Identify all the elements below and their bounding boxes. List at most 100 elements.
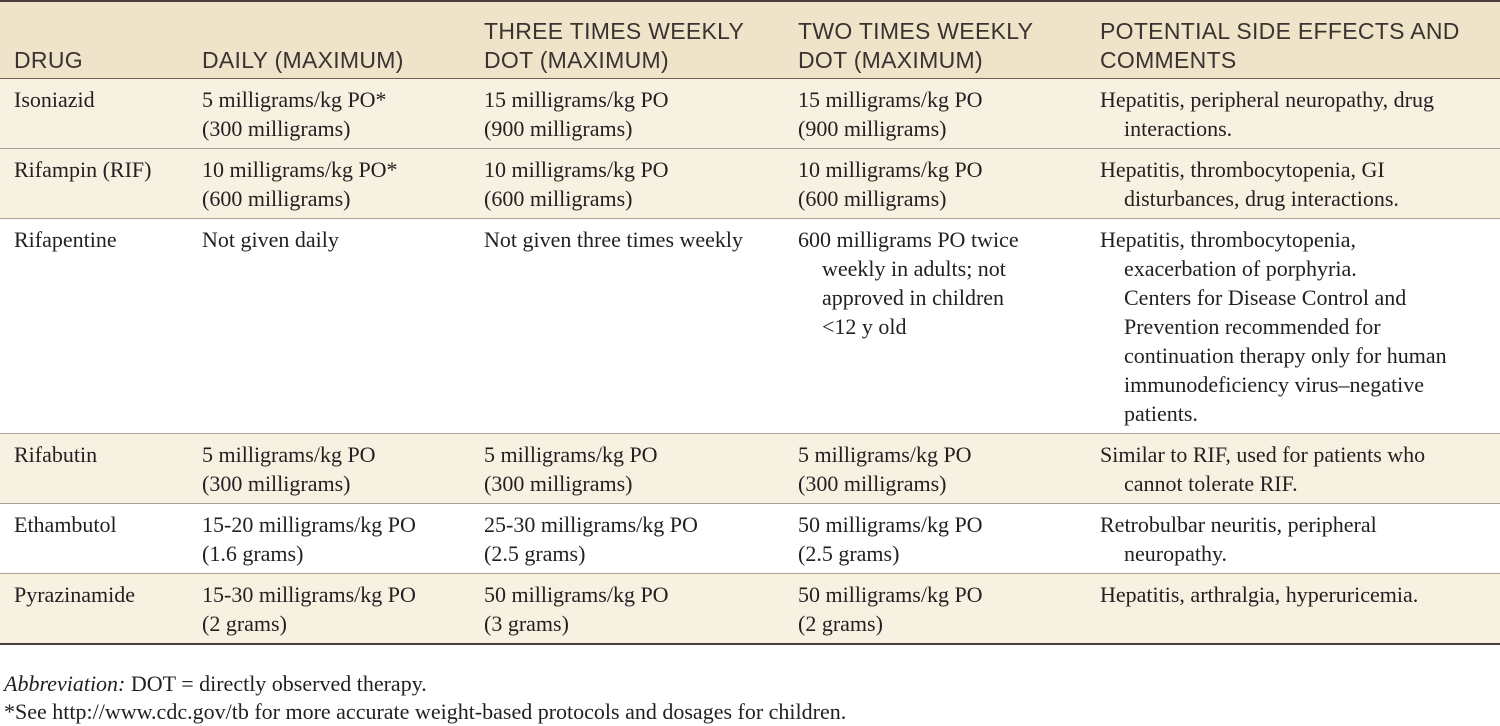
- cell-line: 15-30 milligrams/kg PO: [202, 581, 416, 607]
- cell-line: (600 milligrams): [484, 185, 633, 211]
- cell-line: neuropathy.: [1124, 540, 1228, 566]
- cell-line: 15 milligrams/kg PO: [798, 86, 983, 112]
- cell-line: disturbances, drug interactions.: [1124, 185, 1399, 211]
- table-row: Rifampin (RIF) 10 milligrams/kg PO* (600 m…: [0, 148, 1500, 218]
- header-row: DRUG DAILY (MAXIMUM) THREE TIMES WEEKLY …: [0, 2, 1500, 78]
- daily-cell: 15-30 milligrams/kg PO (2 grams): [188, 573, 470, 644]
- daily-cell: Not given daily: [188, 218, 470, 433]
- daily-cell: 5 milligrams/kg PO (300 milligrams): [188, 433, 470, 503]
- abbreviation-label: Abbreviation:: [4, 671, 126, 696]
- table-row: Rifapentine Not given daily Not given thre…: [0, 218, 1500, 433]
- cell-line: 10 milligrams/kg PO*: [202, 156, 398, 182]
- cell-line: Similar to RIF, used for patients who: [1100, 441, 1426, 467]
- three-weekly-cell: 5 milligrams/kg PO (300 milligrams): [470, 433, 784, 503]
- header-three-weekly: THREE TIMES WEEKLY DOT (MAXIMUM): [484, 17, 745, 73]
- two-weekly-cell: 50 milligrams/kg PO (2.5 grams): [784, 503, 1086, 573]
- cell-line: (2 grams): [202, 610, 287, 636]
- cell-line: (900 milligrams): [484, 115, 633, 141]
- cell-line: 50 milligrams/kg PO: [484, 581, 669, 607]
- cell-line: 5 milligrams/kg PO*: [202, 86, 387, 112]
- drug-dosage-table: DRUG DAILY (MAXIMUM) THREE TIMES WEEKLY …: [0, 2, 1500, 645]
- cdc-note: *See http://www.cdc.gov/tb for more accu…: [4, 699, 847, 724]
- cell-line: approved in children: [822, 284, 1005, 310]
- cell-line: Centers for Disease Control and: [1124, 284, 1407, 310]
- cell-line: (300 milligrams): [484, 470, 633, 496]
- cell-line: 600 milligrams PO twice: [798, 226, 1019, 252]
- three-weekly-cell: Not given three times weekly: [470, 218, 784, 433]
- daily-cell: 5 milligrams/kg PO* (300 milligrams): [188, 78, 470, 148]
- cell-line: immunodeficiency virus–negative: [1124, 371, 1424, 397]
- table-row: Ethambutol 15-20 milligrams/kg PO (1.6 gra…: [0, 503, 1500, 573]
- cell-line: (600 milligrams): [798, 185, 947, 211]
- drug-name-cell: Rifapentine: [14, 226, 117, 252]
- cell-line: Prevention recommended for: [1124, 313, 1381, 339]
- cell-line: 10 milligrams/kg PO: [484, 156, 669, 182]
- three-weekly-cell: 10 milligrams/kg PO (600 milligrams): [470, 148, 784, 218]
- two-weekly-cell: 10 milligrams/kg PO (600 milligrams): [784, 148, 1086, 218]
- table-header: DRUG DAILY (MAXIMUM) THREE TIMES WEEKLY …: [0, 2, 1500, 78]
- table-footnotes: Abbreviation: DOT = directly observed th…: [0, 670, 1500, 726]
- cell-line: 10 milligrams/kg PO: [798, 156, 983, 182]
- table-row: Isoniazid 5 milligrams/kg PO* (300 milligr…: [0, 78, 1500, 148]
- cell-line: Not given three times weekly: [484, 226, 744, 252]
- daily-cell: 10 milligrams/kg PO* (600 milligrams): [188, 148, 470, 218]
- cell-line: (3 grams): [484, 610, 569, 636]
- cell-line: (900 milligrams): [798, 115, 947, 141]
- cell-line: (300 milligrams): [798, 470, 947, 496]
- header-daily: DAILY (MAXIMUM): [202, 46, 404, 73]
- cell-line: patients.: [1124, 400, 1198, 426]
- cell-line: 50 milligrams/kg PO: [798, 581, 983, 607]
- comments-cell: Hepatitis, thrombocytopenia, exacerbation…: [1086, 218, 1500, 433]
- cell-line: (2 grams): [798, 610, 883, 636]
- cell-line: 50 milligrams/kg PO: [798, 511, 983, 537]
- cell-line: Hepatitis, thrombocytopenia, GI: [1100, 156, 1385, 182]
- cell-line: (2.5 grams): [484, 540, 586, 566]
- cell-line: (300 milligrams): [202, 115, 351, 141]
- table-row: Rifabutin 5 milligrams/kg PO (300 milligra…: [0, 433, 1500, 503]
- cell-line: continuation therapy only for human: [1124, 342, 1447, 368]
- drug-name-cell: Rifampin (RIF): [14, 156, 152, 182]
- cell-line: 15 milligrams/kg PO: [484, 86, 669, 112]
- cell-line: Retrobulbar neuritis, peripheral: [1100, 511, 1377, 537]
- top-rule: [0, 0, 1500, 2]
- two-weekly-cell: 15 milligrams/kg PO (900 milligrams): [784, 78, 1086, 148]
- abbreviation-text: DOT = directly observed therapy.: [125, 671, 427, 696]
- two-weekly-cell: 600 milligrams PO twice weekly in adults;…: [784, 218, 1086, 433]
- daily-cell: 15-20 milligrams/kg PO (1.6 grams): [188, 503, 470, 573]
- cell-line: <12 y old: [822, 313, 907, 339]
- cell-line: weekly in adults; not: [822, 255, 1006, 281]
- header-two-weekly: TWO TIMES WEEKLY DOT (MAXIMUM): [798, 17, 1034, 73]
- comments-cell: Retrobulbar neuritis, peripheral neuropat…: [1086, 503, 1500, 573]
- cell-line: 25-30 milligrams/kg PO: [484, 511, 698, 537]
- cell-line: Not given daily: [202, 226, 339, 252]
- comments-cell: Hepatitis, thrombocytopenia, GI disturban…: [1086, 148, 1500, 218]
- two-weekly-cell: 50 milligrams/kg PO (2 grams): [784, 573, 1086, 644]
- cell-line: 5 milligrams/kg PO: [798, 441, 972, 467]
- three-weekly-cell: 25-30 milligrams/kg PO (2.5 grams): [470, 503, 784, 573]
- cell-line: 5 milligrams/kg PO: [202, 441, 376, 467]
- drug-name-cell: Isoniazid: [14, 86, 95, 112]
- cell-line: Hepatitis, peripheral neuropathy, drug: [1100, 86, 1434, 112]
- table-body: Isoniazid 5 milligrams/kg PO* (300 milligr…: [0, 78, 1500, 644]
- comments-cell: Hepatitis, peripheral neuropathy, drug in…: [1086, 78, 1500, 148]
- header-drug: DRUG: [14, 46, 83, 73]
- cell-line: 5 milligrams/kg PO: [484, 441, 658, 467]
- cell-line: (2.5 grams): [798, 540, 900, 566]
- three-weekly-cell: 50 milligrams/kg PO (3 grams): [470, 573, 784, 644]
- cell-line: Hepatitis, thrombocytopenia,: [1100, 226, 1356, 252]
- cell-line: exacerbation of porphyria.: [1124, 255, 1357, 281]
- cell-line: interactions.: [1124, 115, 1233, 141]
- three-weekly-cell: 15 milligrams/kg PO (900 milligrams): [470, 78, 784, 148]
- drug-name-cell: Pyrazinamide: [14, 581, 135, 607]
- comments-cell: Hepatitis, arthralgia, hyperuricemia.: [1086, 573, 1500, 644]
- cell-line: 15-20 milligrams/kg PO: [202, 511, 416, 537]
- abbreviation-note: Abbreviation: DOT = directly observed th…: [0, 670, 1500, 698]
- cell-line: (600 milligrams): [202, 185, 351, 211]
- drug-name-cell: Ethambutol: [14, 511, 117, 537]
- two-weekly-cell: 5 milligrams/kg PO (300 milligrams): [784, 433, 1086, 503]
- cell-line: (1.6 grams): [202, 540, 304, 566]
- drug-name-cell: Rifabutin: [14, 441, 98, 467]
- cell-line: Hepatitis, arthralgia, hyperuricemia.: [1100, 581, 1419, 607]
- header-comments: POTENTIAL SIDE EFFECTS AND COMMENTS: [1100, 17, 1460, 73]
